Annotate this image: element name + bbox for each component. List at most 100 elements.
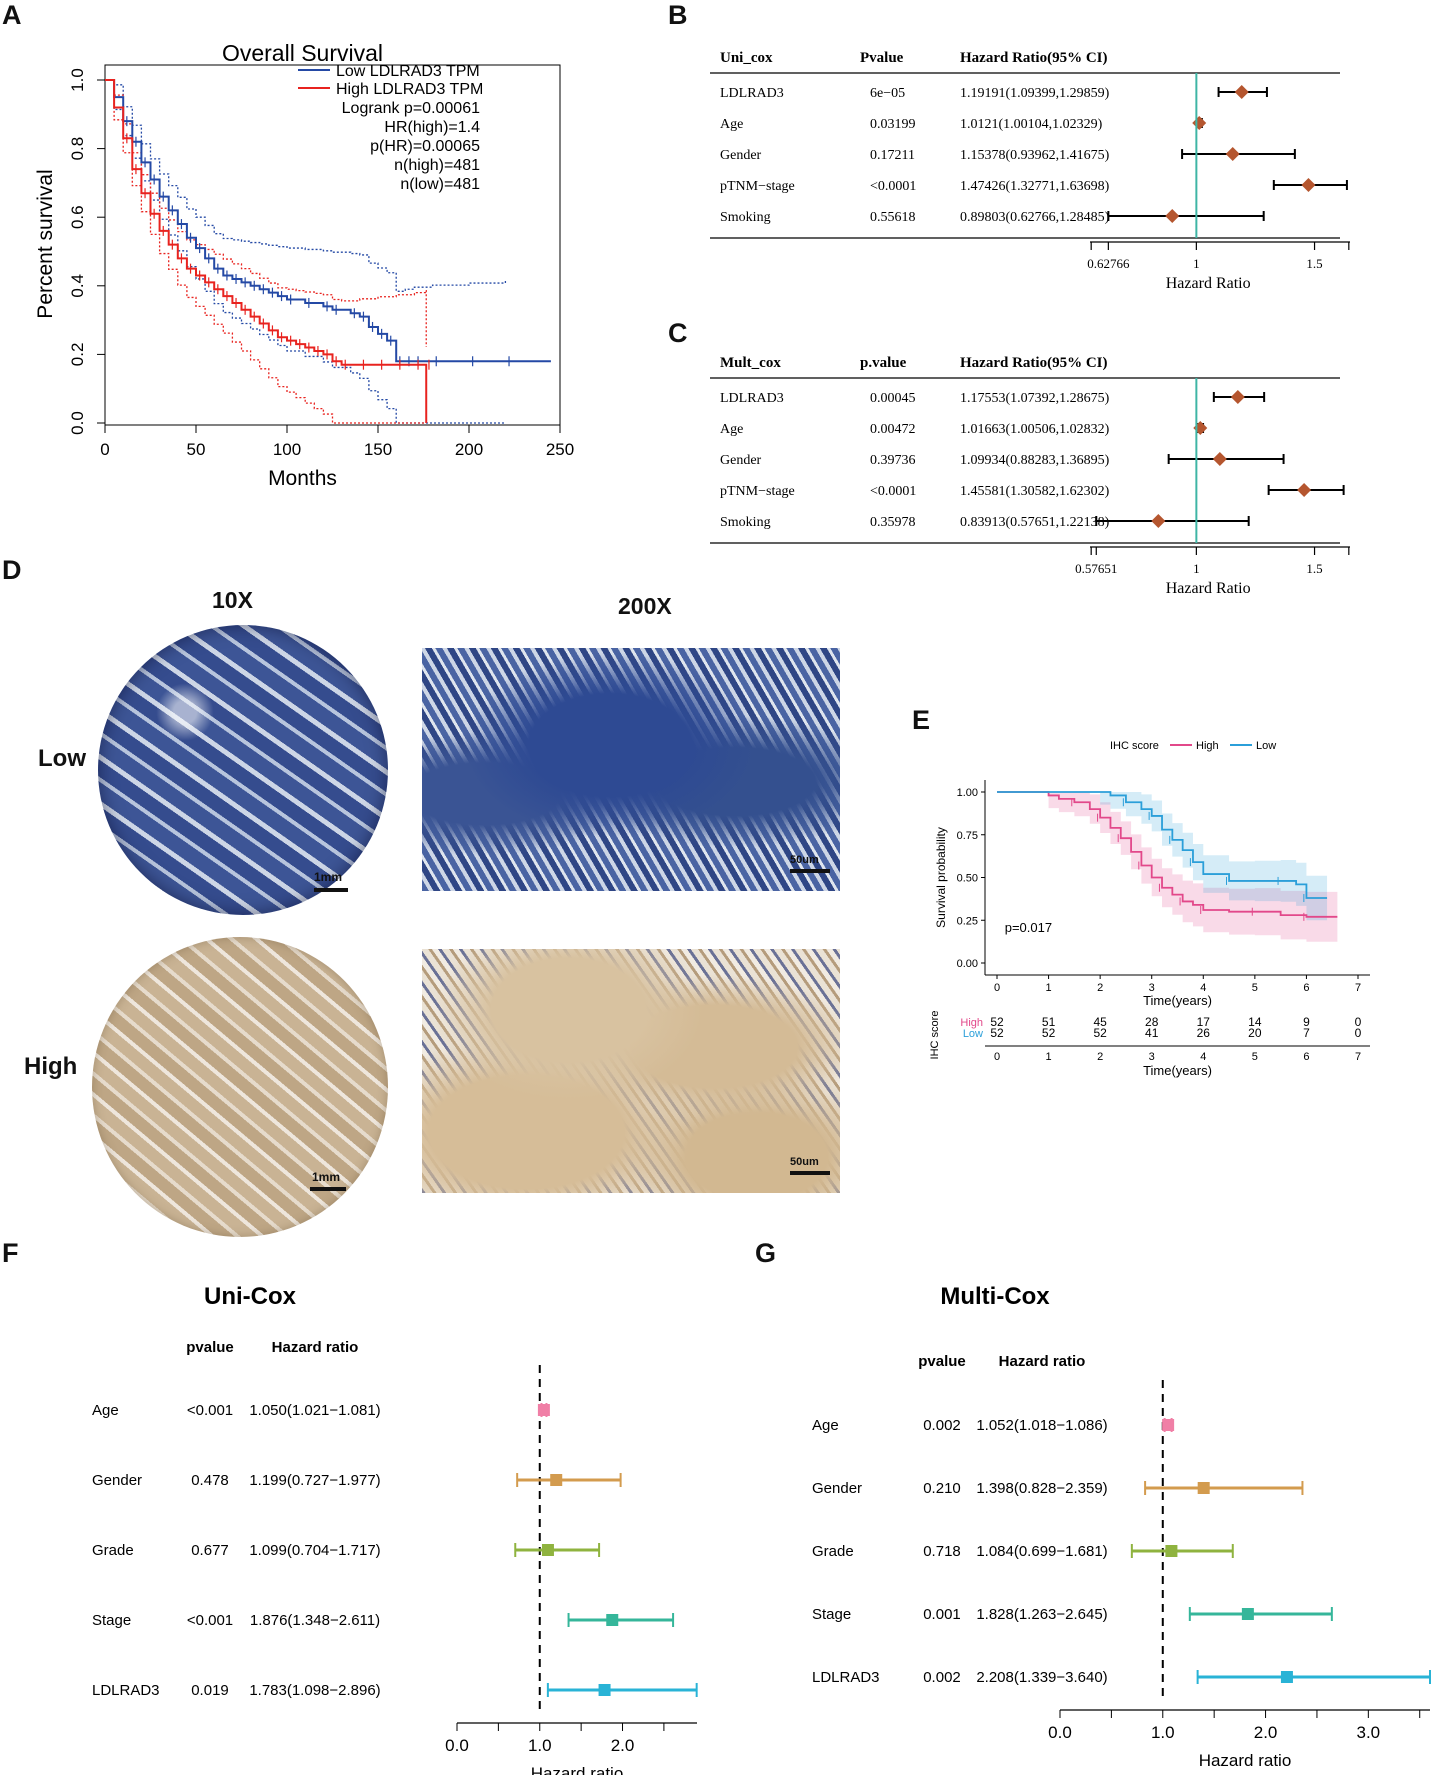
legend-low: Low LDLRAD3 TPM xyxy=(336,63,480,80)
risk-value: 52 xyxy=(1093,1026,1107,1040)
risk-x-tick-label: 5 xyxy=(1252,1051,1258,1063)
row-pvalue: 0.001 xyxy=(923,1606,961,1623)
row-hr: 1.45581(1.30582,1.62302) xyxy=(960,484,1110,499)
y-tick-label: 0.6 xyxy=(68,205,87,229)
plot-frame xyxy=(104,64,561,426)
risk-x-tick-label: 0 xyxy=(994,1051,1000,1063)
survival-line-high xyxy=(997,791,1338,918)
risk-x-tick-label: 2 xyxy=(1097,1051,1103,1063)
x-tick-label: 4 xyxy=(1200,982,1206,994)
panel-letter-g: G xyxy=(755,1238,777,1268)
row-name: pTNM−stage xyxy=(720,484,795,499)
tissue-10x-low xyxy=(98,625,388,915)
x-tick-label: 100 xyxy=(273,440,301,459)
panel-b-forest: Uni_cox Pvalue Hazard Ratio(95% CI) LDLRAD3… xyxy=(710,50,1350,292)
x-tick-label: 50 xyxy=(187,440,206,459)
row-pvalue: 0.39736 xyxy=(870,453,916,468)
x-tick-label: 1.5 xyxy=(1306,561,1322,576)
row-name: Grade xyxy=(92,1542,134,1559)
legend-stat: n(high)=481 xyxy=(394,157,480,174)
legend-stat: p(HR)=0.00065 xyxy=(370,138,480,155)
risk-value: 14 xyxy=(1248,1015,1262,1029)
risk-value: 52 xyxy=(1042,1026,1056,1040)
risk-value: 20 xyxy=(1248,1026,1262,1040)
panel-g-forest: Multi-Cox pvalue Hazard ratio Age 0.002 1.052… xyxy=(812,1283,1431,1770)
hr-square xyxy=(1241,1608,1254,1620)
panel-letter-a: A xyxy=(2,0,22,30)
risk-value: 45 xyxy=(1093,1015,1107,1029)
hr-square xyxy=(598,1684,611,1696)
row-hr: 1.19191(1.09399,1.29859) xyxy=(960,86,1110,101)
header-pvalue: pvalue xyxy=(918,1353,966,1370)
y-tick-label: 0.8 xyxy=(68,137,87,161)
risk-value: 17 xyxy=(1197,1015,1211,1029)
risk-row-label: Low xyxy=(963,1028,983,1040)
legend-high: High LDLRAD3 TPM xyxy=(336,81,483,98)
header-variable: Uni_cox xyxy=(720,50,773,66)
hr-square xyxy=(1280,1671,1293,1683)
risk-x-tick-label: 4 xyxy=(1200,1051,1206,1063)
hr-square xyxy=(1162,1419,1175,1431)
x-tick-label: 1 xyxy=(1193,256,1200,271)
x-tick-label: 0.0 xyxy=(445,1736,469,1755)
scale-label-200x-low: 50um xyxy=(790,854,819,866)
risk-value: 0 xyxy=(1355,1026,1362,1040)
scale-label-200x-high: 50um xyxy=(790,1156,819,1168)
row-name: Age xyxy=(720,117,743,132)
hr-diamond xyxy=(1212,452,1227,466)
x-axis-label: Hazard ratio xyxy=(531,1764,624,1775)
row-name: Stage xyxy=(812,1606,851,1623)
ci-upper-0 xyxy=(105,79,507,292)
row-pvalue: 0.002 xyxy=(923,1669,961,1686)
risk-value: 7 xyxy=(1303,1026,1310,1040)
hr-square xyxy=(1165,1545,1178,1557)
row-pvalue: 0.17211 xyxy=(870,148,915,163)
row-pvalue: 0.718 xyxy=(923,1543,961,1560)
x-tick-label: 0 xyxy=(994,982,1000,994)
row-pvalue: <0.001 xyxy=(187,1402,233,1419)
x-tick-label: 0.62766 xyxy=(1087,256,1130,271)
row-pvalue: 0.35978 xyxy=(870,515,916,530)
y-tick-label: 0.2 xyxy=(68,343,87,367)
row-pvalue: 0.210 xyxy=(923,1480,961,1497)
legend-stat: Logrank p=0.00061 xyxy=(342,100,480,117)
row-name: LDLRAD3 xyxy=(720,86,784,101)
y-tick-label: 0.50 xyxy=(957,873,978,885)
x-tick-label: 3 xyxy=(1149,982,1155,994)
row-name: Age xyxy=(812,1417,839,1434)
row-hr: 1.828(1.263−2.645) xyxy=(976,1606,1107,1623)
row-pvalue: 0.019 xyxy=(191,1682,229,1699)
hr-diamond xyxy=(1151,514,1166,528)
row-hr: 0.83913(0.57651,1.22138) xyxy=(960,515,1110,530)
risk-table-title: IHC score xyxy=(930,1011,941,1060)
row-hr: 1.099(0.704−1.717) xyxy=(249,1542,380,1559)
legend-stat: n(low)=481 xyxy=(400,176,480,193)
panel-letter-b: B xyxy=(668,0,688,30)
row-name: Age xyxy=(92,1402,119,1419)
hr-square xyxy=(606,1614,619,1626)
scale-bar-200x-high xyxy=(790,1171,830,1175)
risk-value: 52 xyxy=(990,1026,1004,1040)
legend-stat: HR(high)=1.4 xyxy=(384,119,480,136)
y-tick-label: 0.4 xyxy=(68,274,87,298)
header-variable: Mult_cox xyxy=(720,355,781,371)
x-tick-label: 0.0 xyxy=(1048,1723,1072,1742)
legend-low: Low xyxy=(1256,740,1276,752)
row-hr: 1.876(1.348−2.611) xyxy=(250,1612,380,1629)
panel-letter-e: E xyxy=(912,705,931,735)
panel-d: 10X 200X Low High 1mm 50um 1mm 50um xyxy=(0,575,860,1237)
x-tick-label: 7 xyxy=(1355,982,1361,994)
row-pvalue: 0.478 xyxy=(191,1472,229,1489)
risk-value: 26 xyxy=(1197,1026,1211,1040)
risk-x-tick-label: 1 xyxy=(1046,1051,1052,1063)
row-name: Gender xyxy=(720,148,762,163)
row-pvalue: 0.002 xyxy=(923,1417,961,1434)
row-label-high: High xyxy=(24,1053,78,1080)
scale-bar-10x-low xyxy=(314,888,348,892)
micro-200x-high xyxy=(422,949,840,1193)
x-tick-label: 2.0 xyxy=(611,1736,635,1755)
header-pvalue: pvalue xyxy=(186,1339,234,1356)
x-axis-label: Hazard Ratio xyxy=(1166,580,1251,595)
chart-title: Overall Survival xyxy=(222,40,383,66)
